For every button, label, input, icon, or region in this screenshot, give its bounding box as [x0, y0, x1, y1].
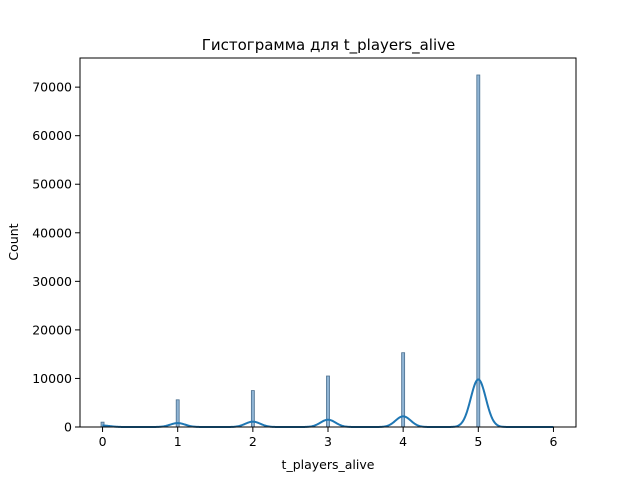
- y-tick-label: 20000: [32, 322, 72, 337]
- kde-curve: [102, 378, 554, 428]
- x-tick-label: 0: [99, 434, 107, 449]
- bars-group: [100, 74, 481, 428]
- y-tick-label: 60000: [32, 128, 72, 143]
- y-tick-label: 10000: [32, 371, 72, 386]
- plot-frame: [79, 57, 577, 428]
- x-tick-label: 6: [549, 434, 557, 449]
- y-tick-label: 70000: [32, 80, 72, 95]
- x-axis: 0 1 2 3 4 5 6: [99, 427, 557, 449]
- x-tick-label: 4: [399, 434, 407, 449]
- x-axis-label: t_players_alive: [282, 457, 375, 472]
- y-tick-label: 0: [64, 420, 72, 435]
- histogram-bar: [476, 74, 481, 428]
- x-tick-label: 1: [174, 434, 182, 449]
- y-axis: 0 10000 20000 30000 40000 50000 60000 70000: [32, 80, 80, 435]
- chart-title: Гистограмма для t_players_alive: [202, 36, 455, 55]
- x-tick-label: 5: [474, 434, 482, 449]
- y-axis-label: Count: [6, 223, 21, 260]
- y-tick-label: 30000: [32, 274, 72, 289]
- y-tick-label: 40000: [32, 225, 72, 240]
- y-tick-label: 50000: [32, 177, 72, 192]
- x-tick-label: 3: [324, 434, 332, 449]
- x-tick-label: 2: [249, 434, 257, 449]
